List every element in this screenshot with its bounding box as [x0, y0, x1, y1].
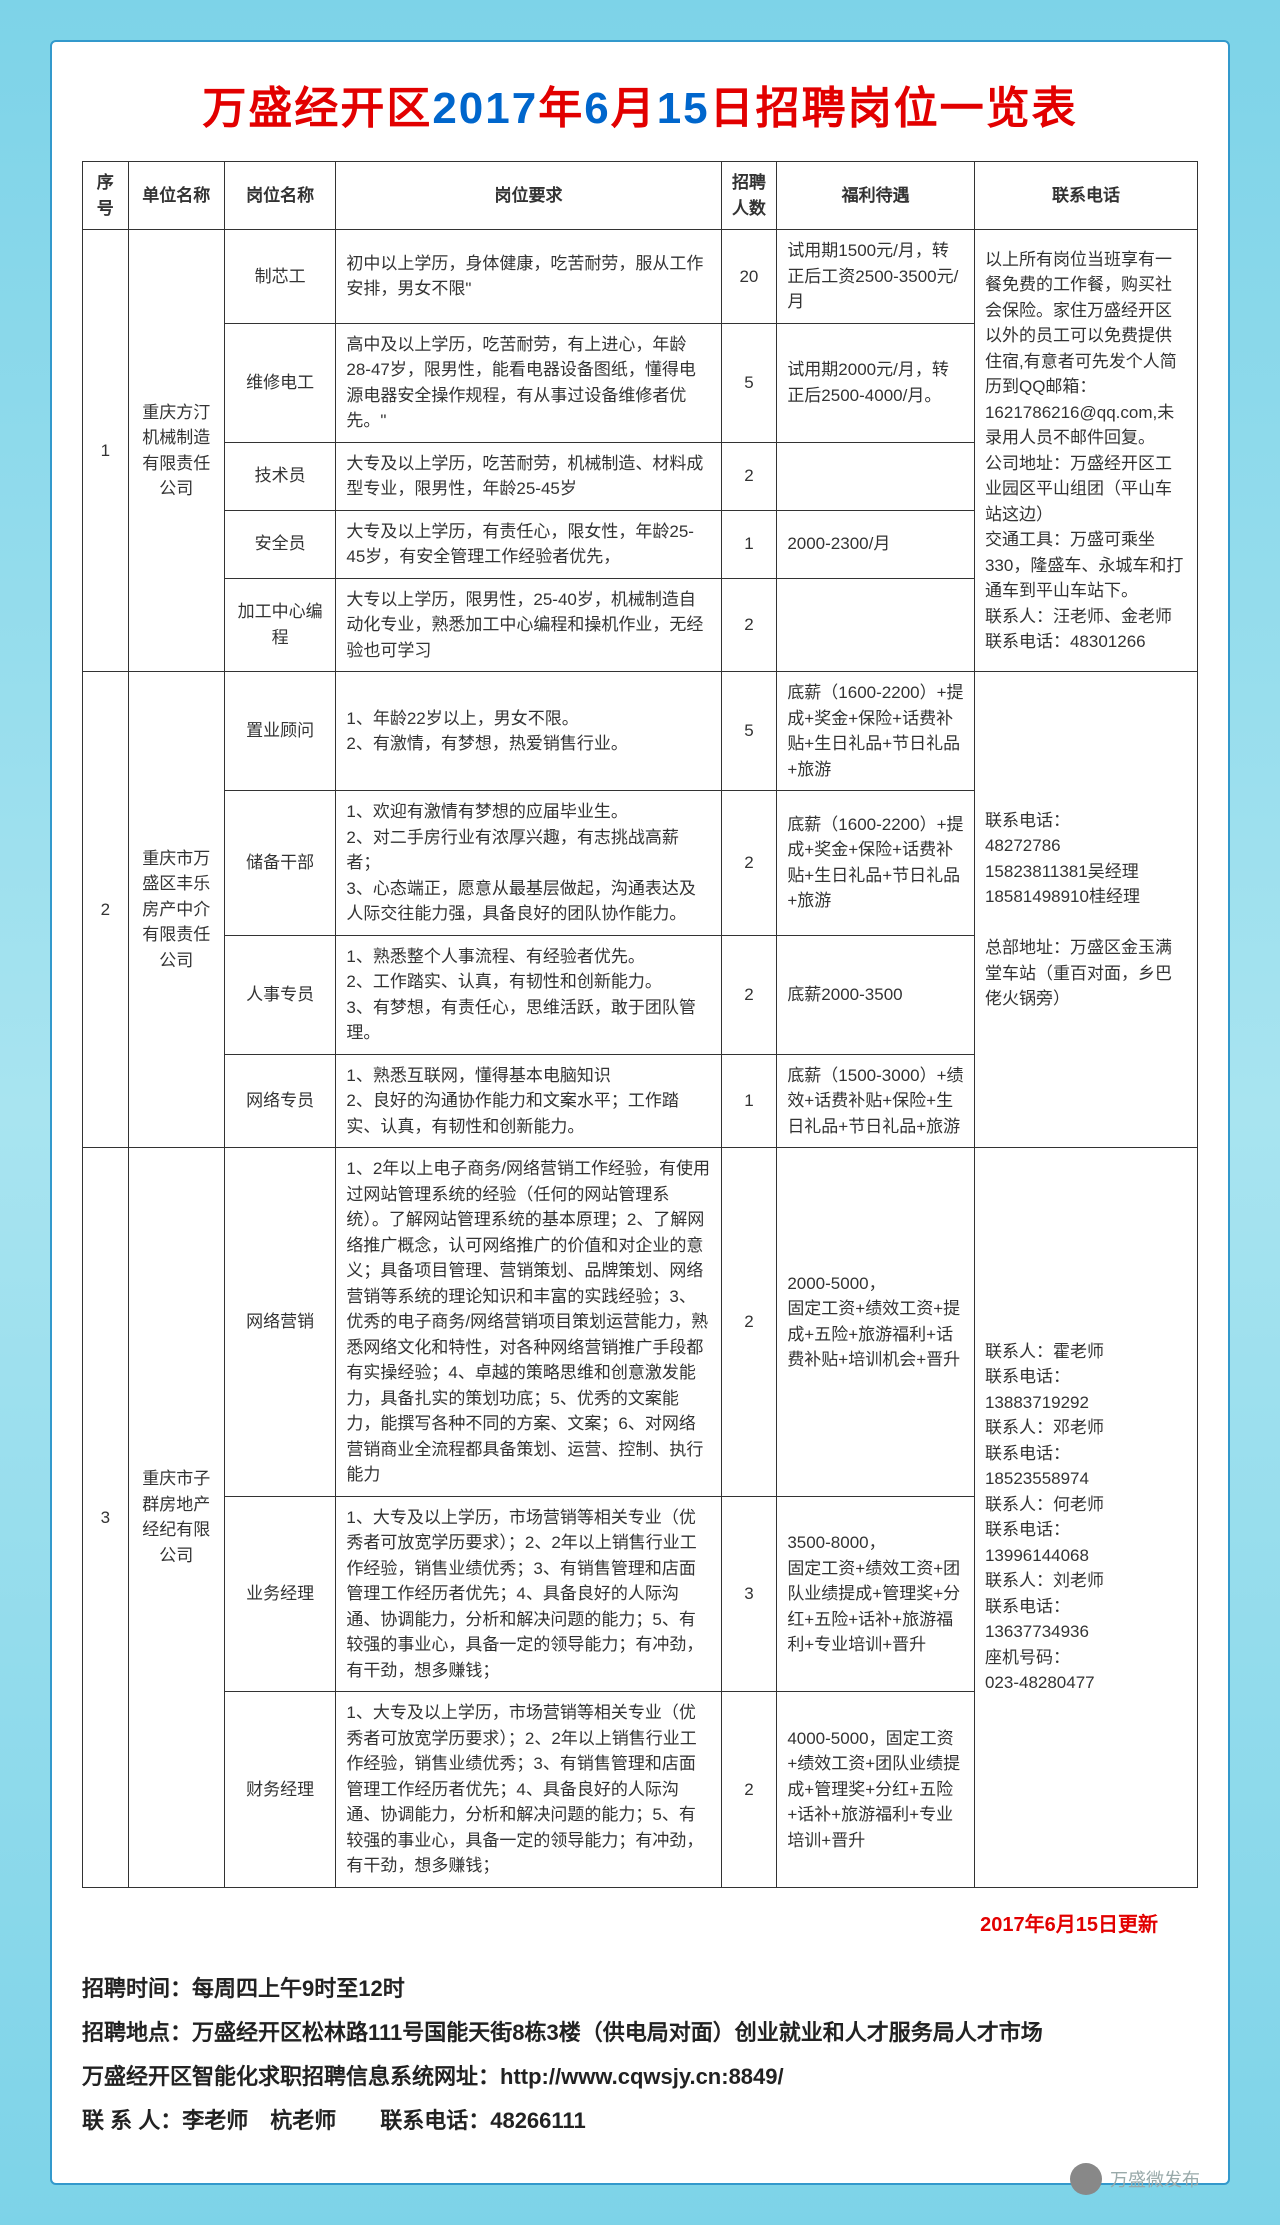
cell-benefit — [777, 442, 975, 510]
cell-requirement: 高中及以上学历，吃苦耐劳，有上进心，年龄28-47岁，限男性，能看电器设备图纸，… — [336, 323, 721, 442]
cell-position: 储备干部 — [224, 791, 336, 936]
cell-position: 业务经理 — [224, 1496, 336, 1692]
cell-position: 网络专员 — [224, 1054, 336, 1148]
cell-position: 人事专员 — [224, 935, 336, 1054]
cell-requirement: 大专及以上学历，有责任心，限女性，年龄25-45岁，有安全管理工作经验者优先， — [336, 510, 721, 578]
cell-requirement: 1、熟悉互联网，懂得基本电脑知识2、良好的沟通协作能力和文案水平；工作踏实、认真… — [336, 1054, 721, 1148]
cell-contact: 以上所有岗位当班享有一餐免费的工作餐，购买社会保险。家住万盛经开区以外的员工可以… — [974, 230, 1197, 672]
footer-line: 万盛经开区智能化求职招聘信息系统网址：http://www.cqwsjy.cn:… — [82, 2055, 1198, 2099]
th-contact: 联系电话 — [974, 162, 1197, 230]
cell-idx: 2 — [83, 672, 129, 1148]
title-part: 15 — [657, 84, 710, 133]
cell-requirement: 大专及以上学历，吃苦耐劳，机械制造、材料成型专业，限男性，年龄25-45岁 — [336, 442, 721, 510]
cell-company: 重庆市万盛区丰乐房产中介有限责任公司 — [128, 672, 224, 1148]
cell-contact: 联系人：霍老师联系电话：13883719292联系人：邓老师联系电话：18523… — [974, 1148, 1197, 1888]
cell-num: 2 — [721, 935, 777, 1054]
th-idx: 序号 — [83, 162, 129, 230]
title-part: 2017 — [432, 84, 538, 133]
cell-position: 置业顾问 — [224, 672, 336, 791]
title-part: 年 — [538, 84, 584, 133]
title-part: 万盛经开区 — [202, 84, 432, 133]
cell-position: 安全员 — [224, 510, 336, 578]
cell-requirement: 1、欢迎有激情有梦想的应届毕业生。2、对二手房行业有浓厚兴趣，有志挑战高薪者；3… — [336, 791, 721, 936]
header-row: 序号 单位名称 岗位名称 岗位要求 招聘人数 福利待遇 联系电话 — [83, 162, 1198, 230]
cell-benefit: 2000-5000，固定工资+绩效工资+提成+五险+旅游福利+话费补贴+培训机会… — [777, 1148, 975, 1497]
table-row: 3重庆市子群房地产经纪有限公司网络营销1、2年以上电子商务/网络营销工作经验，有… — [83, 1148, 1198, 1497]
poster-container: 万盛经开区2017年6月15日招聘岗位一览表 序号 单位名称 岗位名称 岗位要求… — [50, 40, 1230, 2185]
cell-position: 财务经理 — [224, 1692, 336, 1888]
cell-benefit — [777, 578, 975, 672]
th-company: 单位名称 — [128, 162, 224, 230]
cell-num: 5 — [721, 672, 777, 791]
cell-position: 维修电工 — [224, 323, 336, 442]
cell-position: 加工中心编程 — [224, 578, 336, 672]
update-note: 2017年6月15日更新 — [82, 1908, 1198, 1937]
th-requirement: 岗位要求 — [336, 162, 721, 230]
cell-benefit: 3500-8000，固定工资+绩效工资+团队业绩提成+管理奖+分红+五险+话补+… — [777, 1496, 975, 1692]
cell-company: 重庆方汀机械制造有限责任公司 — [128, 230, 224, 672]
wechat-tag: 万盛微发布 — [1070, 2163, 1200, 2195]
title-part: 日招聘岗位一览表 — [710, 84, 1078, 133]
cell-idx: 1 — [83, 230, 129, 672]
wechat-icon — [1070, 2163, 1102, 2195]
cell-benefit: 底薪（1600-2200）+提成+奖金+保险+话费补贴+生日礼品+节日礼品+旅游 — [777, 791, 975, 936]
wechat-label: 万盛微发布 — [1110, 2166, 1200, 2192]
cell-contact: 联系电话：4827278615823811381吴经理18581498910桂经… — [974, 672, 1197, 1148]
cell-num: 2 — [721, 1692, 777, 1888]
cell-requirement: 1、年龄22岁以上，男女不限。2、有激情，有梦想，热爱销售行业。 — [336, 672, 721, 791]
cell-num: 20 — [721, 230, 777, 324]
table-row: 1重庆方汀机械制造有限责任公司制芯工初中以上学历，身体健康，吃苦耐劳，服从工作安… — [83, 230, 1198, 324]
footer-line: 联 系 人：李老师 杭老师 联系电话：48266111 — [82, 2099, 1198, 2143]
cell-benefit: 底薪（1600-2200）+提成+奖金+保险+话费补贴+生日礼品+节日礼品+旅游 — [777, 672, 975, 791]
cell-num: 2 — [721, 1148, 777, 1497]
cell-benefit: 2000-2300/月 — [777, 510, 975, 578]
th-num: 招聘人数 — [721, 162, 777, 230]
cell-idx: 3 — [83, 1148, 129, 1888]
cell-requirement: 1、熟悉整个人事流程、有经验者优先。2、工作踏实、认真，有韧性和创新能力。3、有… — [336, 935, 721, 1054]
th-benefit: 福利待遇 — [777, 162, 975, 230]
cell-benefit: 底薪（1500-3000）+绩效+话费补贴+保险+生日礼品+节日礼品+旅游 — [777, 1054, 975, 1148]
cell-benefit: 试用期2000元/月，转正后2500-4000/月。 — [777, 323, 975, 442]
page-title: 万盛经开区2017年6月15日招聘岗位一览表 — [82, 72, 1198, 136]
cell-requirement: 1、大专及以上学历，市场营销等相关专业（优秀者可放宽学历要求）；2、2年以上销售… — [336, 1496, 721, 1692]
cell-benefit: 试用期1500元/月，转正后工资2500-3500元/月 — [777, 230, 975, 324]
title-part: 月 — [611, 84, 657, 133]
table-row: 2重庆市万盛区丰乐房产中介有限责任公司置业顾问1、年龄22岁以上，男女不限。2、… — [83, 672, 1198, 791]
cell-requirement: 1、2年以上电子商务/网络营销工作经验，有使用过网站管理系统的经验（任何的网站管… — [336, 1148, 721, 1497]
cell-benefit: 4000-5000，固定工资+绩效工资+团队业绩提成+管理奖+分红+五险+话补+… — [777, 1692, 975, 1888]
cell-num: 2 — [721, 791, 777, 936]
cell-requirement: 初中以上学历，身体健康，吃苦耐劳，服从工作安排，男女不限" — [336, 230, 721, 324]
cell-position: 技术员 — [224, 442, 336, 510]
cell-num: 5 — [721, 323, 777, 442]
cell-position: 制芯工 — [224, 230, 336, 324]
cell-num: 2 — [721, 578, 777, 672]
th-position: 岗位名称 — [224, 162, 336, 230]
cell-num: 1 — [721, 510, 777, 578]
cell-position: 网络营销 — [224, 1148, 336, 1497]
cell-num: 2 — [721, 442, 777, 510]
footer-line: 招聘地点：万盛经开区松林路111号国能天街8栋3楼（供电局对面）创业就业和人才服… — [82, 2011, 1198, 2055]
cell-benefit: 底薪2000-3500 — [777, 935, 975, 1054]
recruitment-table: 序号 单位名称 岗位名称 岗位要求 招聘人数 福利待遇 联系电话 1重庆方汀机械… — [82, 161, 1198, 1888]
cell-num: 1 — [721, 1054, 777, 1148]
title-part: 6 — [584, 84, 610, 133]
cell-company: 重庆市子群房地产经纪有限公司 — [128, 1148, 224, 1888]
cell-num: 3 — [721, 1496, 777, 1692]
footer-info: 招聘时间：每周四上午9时至12时 招聘地点：万盛经开区松林路111号国能天街8栋… — [82, 1967, 1198, 2143]
cell-requirement: 大专以上学历，限男性，25-40岁，机械制造自动化专业，熟悉加工中心编程和操机作… — [336, 578, 721, 672]
footer-line: 招聘时间：每周四上午9时至12时 — [82, 1967, 1198, 2011]
cell-requirement: 1、大专及以上学历，市场营销等相关专业（优秀者可放宽学历要求）；2、2年以上销售… — [336, 1692, 721, 1888]
